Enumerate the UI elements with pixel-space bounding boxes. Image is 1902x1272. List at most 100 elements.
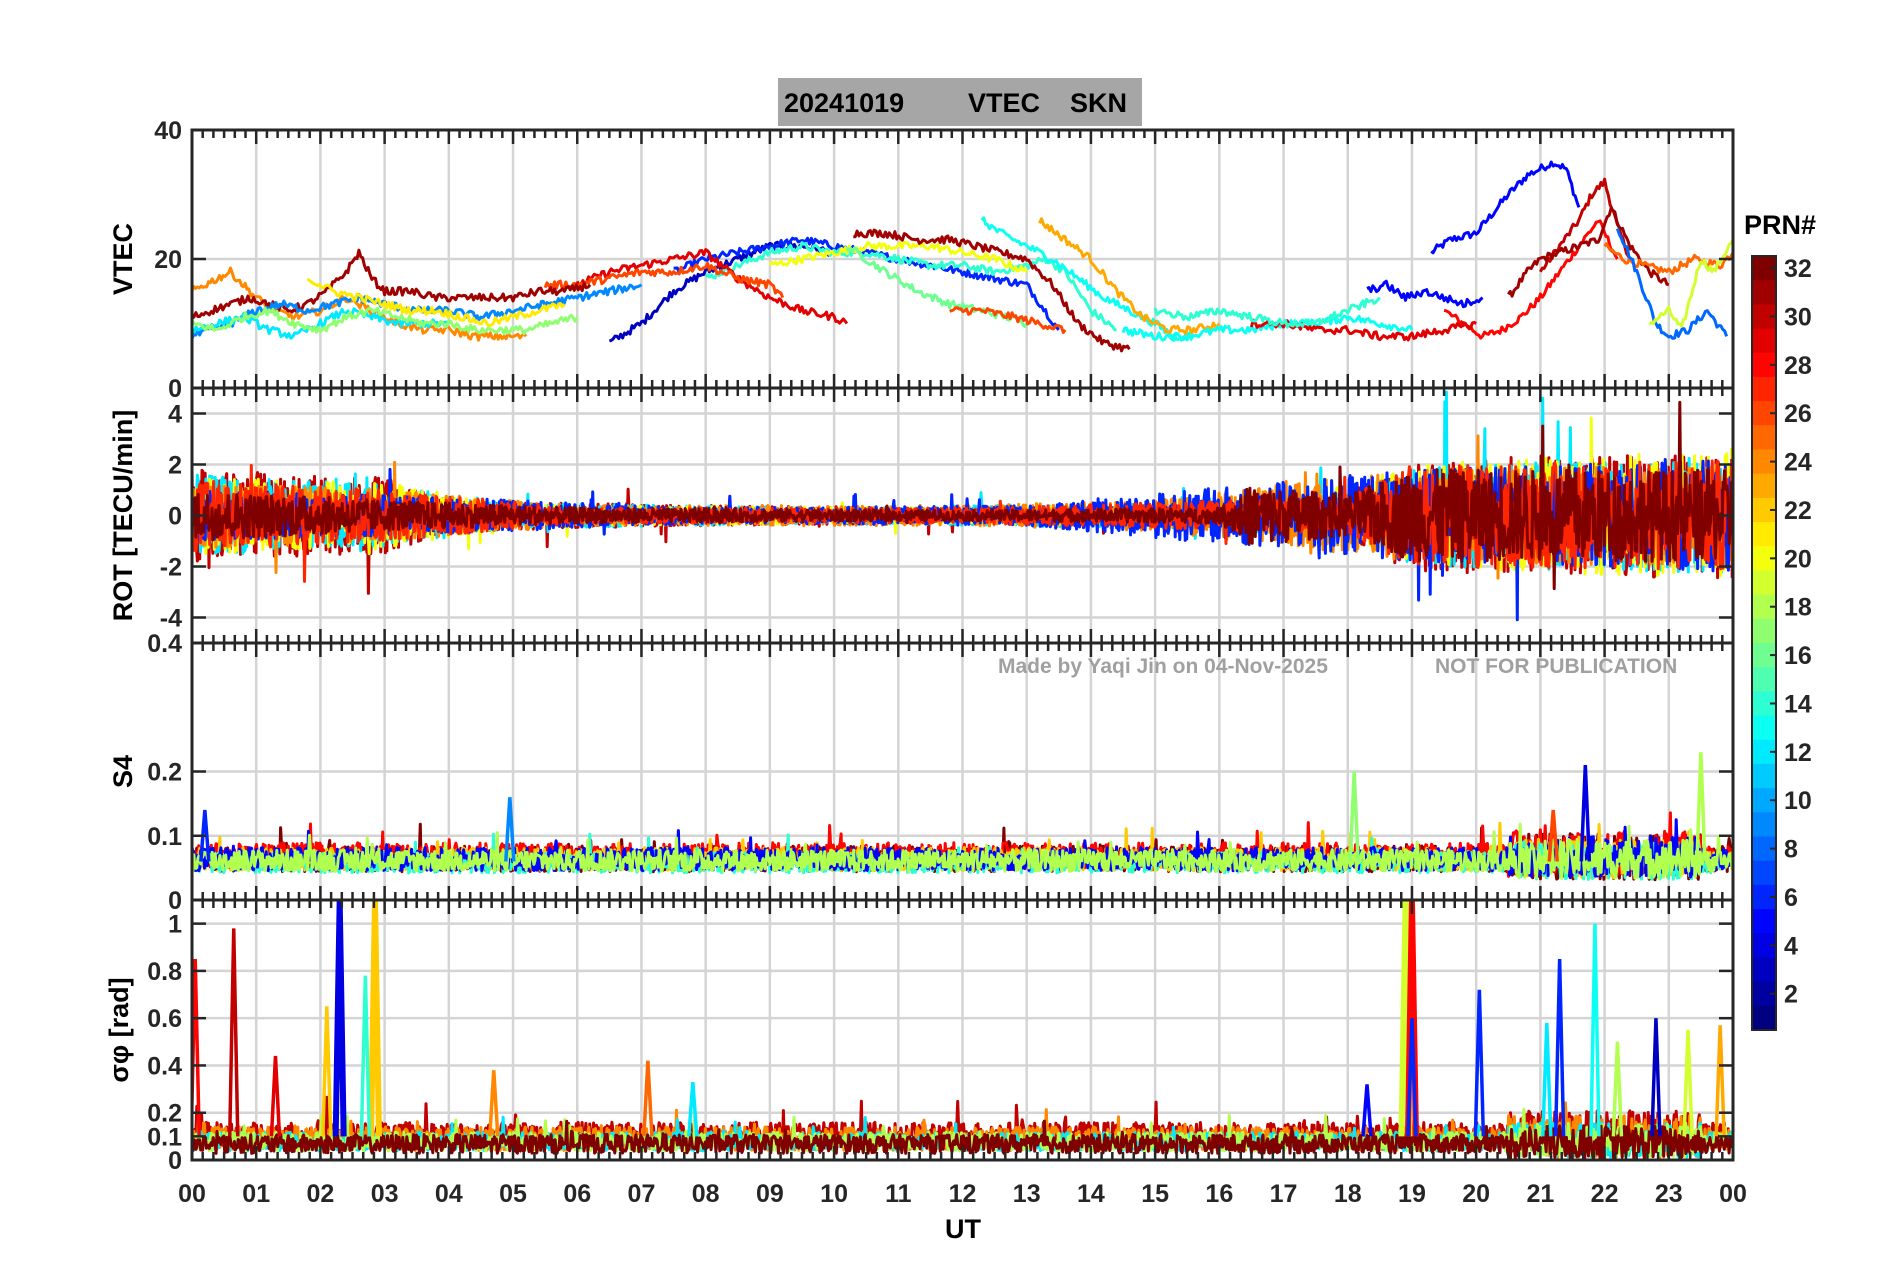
y-tick-label: 0 xyxy=(168,887,182,915)
spike-prn-6 xyxy=(1473,989,1486,1137)
colorbar-tick-label: 32 xyxy=(1784,255,1812,283)
x-tick-label: 23 xyxy=(1655,1180,1683,1208)
panel-ROT: -4 -2 0 2 4 ROT [TECU/min] xyxy=(108,386,1735,645)
series-line-prn-5 xyxy=(1430,160,1581,255)
spike-prn-14 xyxy=(359,975,372,1137)
x-tick-label: 00 xyxy=(1719,1180,1747,1208)
colorbar-tick-label: 14 xyxy=(1784,690,1812,718)
colorbar-segment xyxy=(1752,715,1776,741)
spike-prn-12 xyxy=(687,1081,699,1137)
colorbar-tick-label: 24 xyxy=(1784,449,1812,477)
colorbar-tick-label: 10 xyxy=(1784,787,1812,815)
y-tick-label: -2 xyxy=(160,554,182,582)
spike-prn-30 xyxy=(227,928,240,1137)
x-tick-label: 03 xyxy=(371,1180,399,1208)
y-tick-label: 0.1 xyxy=(147,823,182,851)
colorbar-segment xyxy=(1752,909,1776,934)
spike-prn-18 xyxy=(1611,1041,1624,1137)
title-station: SKN xyxy=(1070,88,1127,118)
series-line-prn-6 xyxy=(673,236,1060,331)
spike-prn-6 xyxy=(1553,959,1566,1137)
series-line-prn-32 xyxy=(192,400,1733,591)
series-line-prn-18 xyxy=(192,822,1733,880)
y-tick-label: 0.4 xyxy=(147,630,182,658)
series-group xyxy=(192,900,1733,1160)
series-line-prn-14 xyxy=(1153,296,1381,328)
spike-prn-5 xyxy=(1361,1084,1373,1137)
spike-prn-6 xyxy=(1406,1018,1418,1137)
series-line-prn-14 xyxy=(704,241,1117,332)
colorbar-frame xyxy=(1751,255,1777,1031)
y-tick-label: 0.6 xyxy=(147,1005,182,1033)
title-quantity: VTEC xyxy=(968,88,1040,118)
y-tick-label: 0.2 xyxy=(147,1100,182,1128)
colorbar-label: PRN# xyxy=(1744,210,1816,240)
x-tick-label: 16 xyxy=(1205,1180,1233,1208)
spike-prn-12 xyxy=(1541,1022,1553,1137)
x-tick-label: 10 xyxy=(820,1180,848,1208)
colorbar-segment xyxy=(1752,763,1776,789)
colorbar-segment xyxy=(1752,618,1776,644)
colorbar-segment xyxy=(1752,667,1776,692)
y-tick-label: 4 xyxy=(168,401,182,429)
x-tick-label: 07 xyxy=(628,1180,656,1208)
x-tick-label: 09 xyxy=(756,1180,784,1208)
y-tick-label: 0.2 xyxy=(147,759,182,787)
panel-sigma_phi: 00.10.2 0.4 0.6 0.8 1 σφ [rad] xyxy=(104,898,1735,1175)
y-tick-label: 1 xyxy=(168,911,182,939)
spike-prn-19 xyxy=(1682,1029,1694,1137)
series-line-prn-24 xyxy=(192,266,528,342)
series-line-prn-8 xyxy=(1615,228,1729,340)
series-line-prn-28 xyxy=(1443,219,1619,340)
x-tick-label: 22 xyxy=(1591,1180,1619,1208)
x-tick-label: 18 xyxy=(1334,1180,1362,1208)
spike-prn-24 xyxy=(488,1070,500,1137)
series-line-prn-25 xyxy=(1603,242,1733,275)
colorbar-tick-label: 20 xyxy=(1784,545,1812,573)
x-tick-label: 19 xyxy=(1398,1180,1426,1208)
x-axis-label: UT xyxy=(945,1214,981,1244)
title-date: 20241019 xyxy=(784,88,904,118)
colorbar-tick-label: 8 xyxy=(1784,836,1798,864)
colorbar-segment xyxy=(1752,522,1776,547)
x-tick-label: 06 xyxy=(563,1180,591,1208)
y-axis-label-VTEC: VTEC xyxy=(108,223,138,295)
y-axis-label-ROT: ROT [TECU/min] xyxy=(108,410,138,621)
series-group xyxy=(192,390,1733,622)
series-line-prn-32 xyxy=(192,1119,1733,1160)
x-tick-labels: 00 01 02 03 04 05 06 07 08 09 10 11 12 13 14 15 16 17 18 19… xyxy=(178,1180,1747,1208)
series-line-prn-29 xyxy=(575,248,849,325)
series-line-prn-21 xyxy=(306,277,566,328)
spike-prn-4 xyxy=(332,900,347,1137)
y-tick-label: 0 xyxy=(168,375,182,403)
spike-prn-6 xyxy=(199,809,211,862)
series-line-prn-19 xyxy=(1648,238,1733,328)
colorbar-tick-label: 2 xyxy=(1784,981,1798,1009)
spike-prn-18 xyxy=(1695,752,1707,862)
colorbar-tick-label: 26 xyxy=(1784,400,1812,428)
series-line-prn-13 xyxy=(1121,314,1414,342)
spike-prn-22 xyxy=(367,900,382,1137)
x-tick-label: 02 xyxy=(307,1180,335,1208)
title-background xyxy=(778,78,1142,126)
y-tick-label: 0.4 xyxy=(147,1052,182,1080)
series-line-prn-5 xyxy=(1366,279,1484,309)
colorbar-tick-label: 6 xyxy=(1784,884,1798,912)
spike-prn-4 xyxy=(1579,765,1592,862)
series-line-prn-23 xyxy=(1038,217,1221,336)
series-line-prn-31 xyxy=(853,228,1131,353)
y-tick-label: 0.1 xyxy=(147,1123,182,1151)
x-tick-label: 01 xyxy=(242,1180,270,1208)
y-tick-label: 0.8 xyxy=(147,958,182,986)
x-tick-label: 11 xyxy=(885,1180,912,1208)
x-tick-label: 04 xyxy=(435,1180,463,1208)
series-line-prn-31 xyxy=(192,248,592,320)
x-tick-label: 08 xyxy=(692,1180,720,1208)
watermark-author: Made by Yaqi Jin on 04-Nov-2025 xyxy=(998,655,1328,678)
x-tick-label: 00 xyxy=(178,1180,206,1208)
y-tick-label: -4 xyxy=(160,605,182,633)
colorbar-segment xyxy=(1752,957,1776,983)
